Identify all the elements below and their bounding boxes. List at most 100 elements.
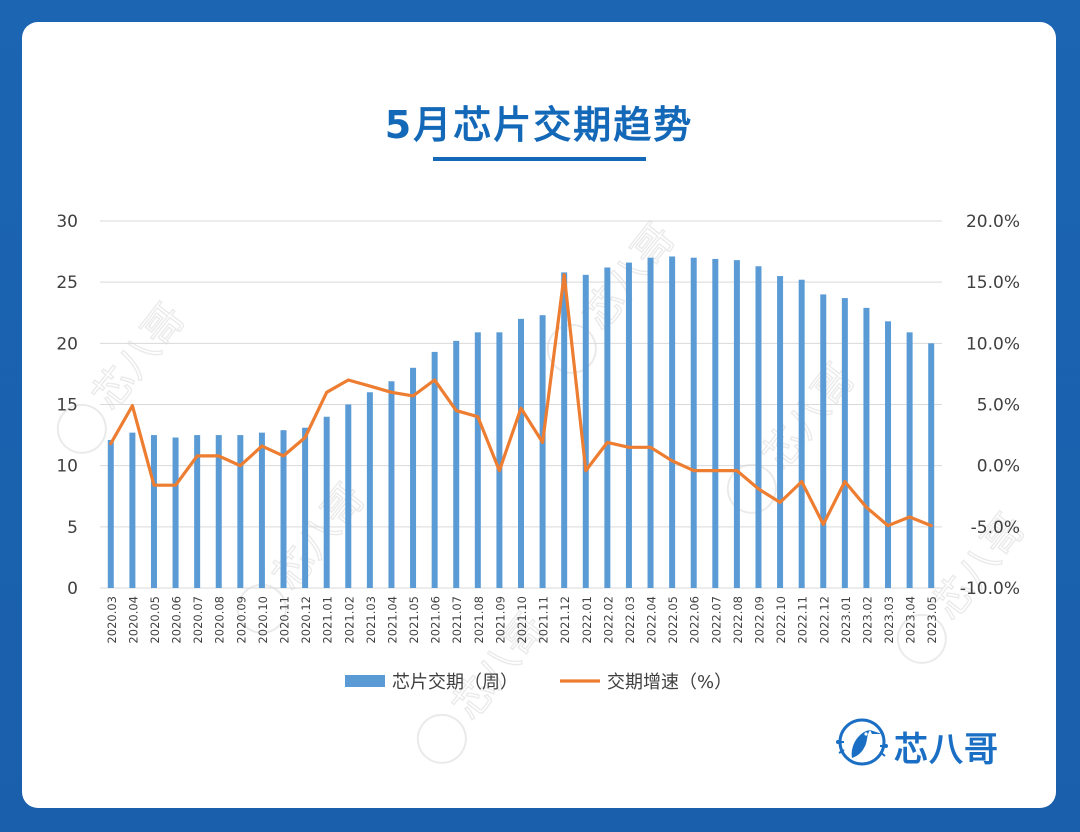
y-left-tick-label: 10 (56, 457, 78, 477)
x-tick-label: 2021.06 (429, 596, 443, 644)
bar (172, 437, 179, 588)
legend-label-bar: 芯片交期（周） (392, 672, 518, 693)
chart-card: 5月芯片交期趋势 (22, 22, 1056, 808)
bar (561, 272, 568, 588)
x-tick-label: 2023.02 (860, 596, 874, 644)
bar (215, 435, 222, 588)
bar (410, 367, 417, 588)
x-tick-label: 2023.01 (839, 596, 853, 644)
x-tick-label: 2020.10 (256, 596, 270, 644)
kingfisher-logo-icon (836, 718, 888, 766)
y-left-tick-label: 20 (56, 334, 78, 354)
x-tick-label: 2022.02 (601, 596, 615, 644)
x-tick-label: 2021.03 (364, 596, 378, 644)
y-right-tick-label: -5.0% (971, 518, 1020, 538)
x-tick-label: 2022.06 (688, 596, 702, 644)
bar (820, 294, 827, 588)
bar (539, 315, 546, 588)
x-tick-label: 2022.04 (645, 596, 659, 644)
x-tick-label: 2020.05 (148, 596, 162, 644)
y-left-tick-label: 0 (67, 579, 78, 599)
bar (669, 256, 676, 588)
x-tick-label: 2020.12 (299, 596, 313, 644)
y-left-tick-label: 25 (56, 273, 78, 293)
svg-text:芯八哥: 芯八哥 (84, 296, 194, 419)
bar (366, 392, 373, 588)
bar (107, 439, 114, 588)
y-right-tick-label: 20.0% (966, 212, 1020, 232)
bar (345, 404, 352, 588)
x-tick-label: 2020.09 (234, 596, 248, 644)
bar (237, 435, 244, 588)
growth-line (109, 273, 933, 528)
x-tick-label: 2022.08 (731, 596, 745, 644)
bar (496, 332, 503, 588)
y-right-tick-label: 0.0% (977, 457, 1020, 477)
bar (258, 432, 265, 588)
x-tick-label: 2022.11 (796, 596, 810, 644)
y-right-tick-label: 10.0% (966, 334, 1020, 354)
x-tick-label: 2021.08 (472, 596, 486, 644)
bar (194, 435, 201, 588)
x-tick-label: 2021.12 (558, 596, 572, 644)
x-tick-label: 2020.04 (126, 596, 140, 644)
bar (733, 260, 740, 588)
x-tick-label: 2022.09 (752, 596, 766, 644)
bar (777, 276, 784, 588)
legend-label-line: 交期增速（%） (607, 672, 732, 693)
bar (798, 279, 805, 588)
bar (604, 267, 611, 588)
legend-swatch-bar (345, 675, 385, 687)
bar (280, 430, 287, 588)
x-tick-label: 2020.07 (191, 596, 205, 644)
x-tick-label: 2021.04 (385, 596, 399, 644)
bar (129, 432, 136, 588)
y-left-tick-label: 15 (56, 396, 78, 416)
x-tick-label: 2022.07 (709, 596, 723, 644)
x-tick-label: 2021.07 (450, 596, 464, 644)
bar (906, 332, 913, 588)
y-left-tick-label: 30 (56, 212, 78, 232)
bar (885, 321, 892, 588)
x-tick-label: 2021.05 (407, 596, 421, 644)
page-title: 5月芯片交期趋势 (384, 103, 694, 147)
x-tick-label: 2023.04 (904, 596, 918, 644)
bar (863, 307, 870, 588)
x-tick-label: 2020.03 (105, 596, 119, 644)
brand-logo: 芯八哥 (836, 712, 1016, 772)
x-tick-label: 2022.01 (580, 596, 594, 644)
bar (582, 274, 589, 588)
bar (625, 262, 632, 588)
x-tick-label: 2022.03 (623, 596, 637, 644)
x-tick-label: 2021.01 (321, 596, 335, 644)
x-tick-label: 2021.10 (515, 596, 529, 644)
bar (323, 416, 330, 588)
y-right-tick-label: 15.0% (966, 273, 1020, 293)
x-tick-label: 2020.06 (170, 596, 184, 644)
bar (474, 332, 481, 588)
x-tick-label: 2022.12 (817, 596, 831, 644)
y-left-tick-label: 5 (67, 518, 78, 538)
x-tick-label: 2021.09 (493, 596, 507, 644)
bar (388, 381, 395, 588)
bar (712, 258, 719, 588)
bar (647, 257, 654, 588)
bar (928, 343, 935, 588)
x-tick-label: 2020.08 (213, 596, 227, 644)
title-underline (433, 157, 646, 161)
bar (431, 351, 438, 588)
bar (453, 340, 460, 588)
x-tick-label: 2022.10 (774, 596, 788, 644)
x-tick-label: 2020.11 (278, 596, 292, 644)
x-tick-label: 2021.11 (537, 596, 551, 644)
x-tick-label: 2022.05 (666, 596, 680, 644)
x-tick-label: 2021.02 (342, 596, 356, 644)
bar (518, 318, 524, 588)
bar (755, 266, 762, 588)
bar (302, 427, 309, 588)
bar (841, 298, 848, 588)
x-tick-label: 2023.03 (882, 596, 896, 644)
y-right-tick-label: 5.0% (977, 396, 1020, 416)
x-tick-label: 2023.05 (925, 596, 939, 644)
